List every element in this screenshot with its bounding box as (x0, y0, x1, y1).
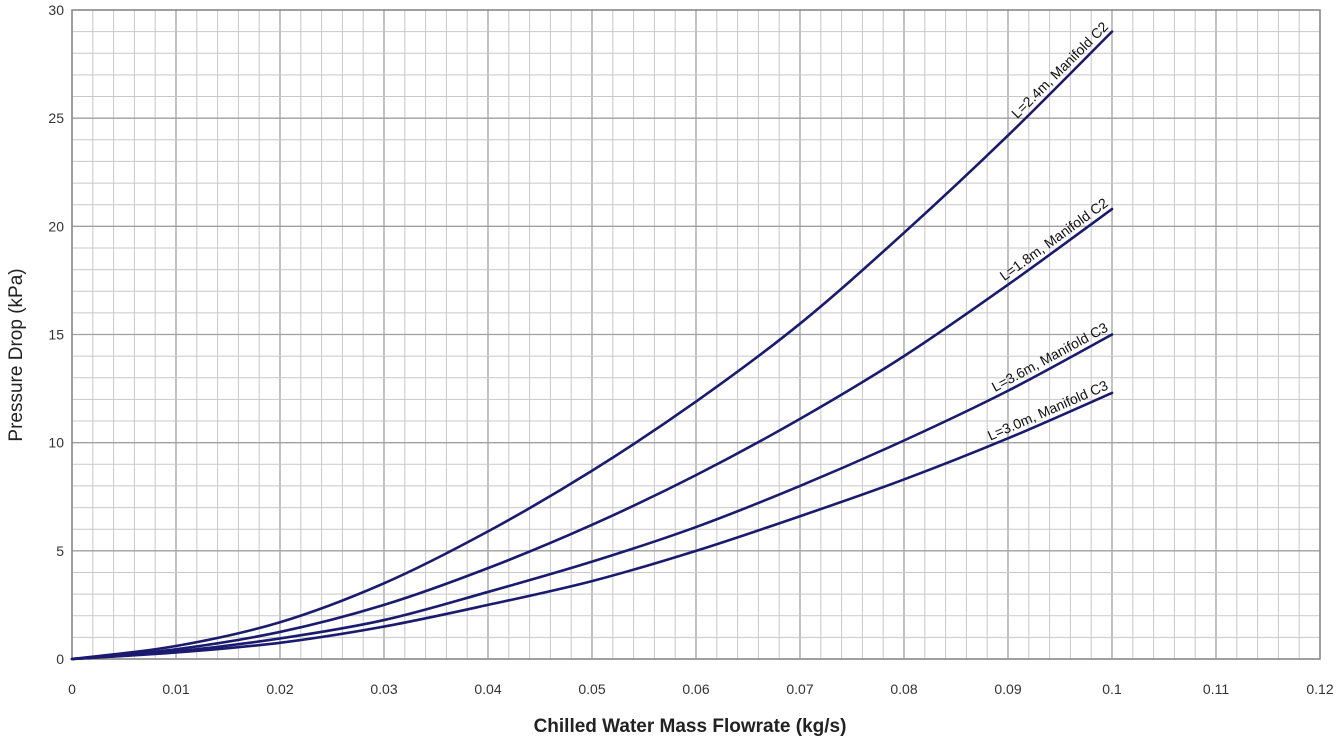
x-tick-label: 0.03 (370, 681, 397, 697)
y-tick-label: 20 (48, 218, 64, 234)
y-tick-label: 25 (48, 110, 64, 126)
x-tick-label: 0.05 (578, 681, 605, 697)
series-line-3 (70, 333, 1114, 661)
y-tick-label: 10 (48, 435, 64, 451)
x-tick-labels: 0 0.01 0.02 0.03 0.04 0.05 0.06 0.07 0.08 0.09 0.1… (68, 681, 1334, 697)
x-tick-label: 0.09 (994, 681, 1021, 697)
x-tick-label: 0 (68, 681, 76, 697)
y-tick-labels: 0 5 10 15 20 25 30 (48, 2, 64, 667)
x-tick-label: 0.06 (682, 681, 709, 697)
x-tick-label: 0.07 (786, 681, 813, 697)
x-tick-label: 0.08 (890, 681, 917, 697)
x-tick-label: 0.02 (266, 681, 293, 697)
series-labels: L=2.4m, Manifold C2L=1.8m, Manifold C2L=… (985, 18, 1111, 443)
plot-frame (71, 9, 1321, 660)
y-axis-label: Pressure Drop (kPa) (6, 268, 27, 441)
x-tick-label: 0.01 (162, 681, 189, 697)
series-line-1 (70, 30, 1114, 661)
y-tick-label: 30 (48, 2, 64, 18)
series-line-2 (70, 207, 1114, 661)
y-tick-label: 15 (48, 327, 64, 343)
grid (71, 9, 1321, 660)
x-tick-label: 0.11 (1203, 681, 1229, 697)
x-axis-label: Chilled Water Mass Flowrate (kg/s) (534, 716, 847, 737)
y-tick-label: 0 (56, 651, 64, 667)
x-tick-label: 0.12 (1306, 681, 1333, 697)
series-line-4 (70, 391, 1114, 661)
y-tick-label: 5 (56, 543, 64, 559)
series-lines (70, 30, 1114, 661)
x-tick-label: 0.04 (474, 681, 501, 697)
series-label: L=2.4m, Manifold C2 (1008, 18, 1111, 121)
x-tick-label: 0.1 (1102, 681, 1122, 697)
series-label: L=1.8m, Manifold C2 (997, 194, 1111, 283)
